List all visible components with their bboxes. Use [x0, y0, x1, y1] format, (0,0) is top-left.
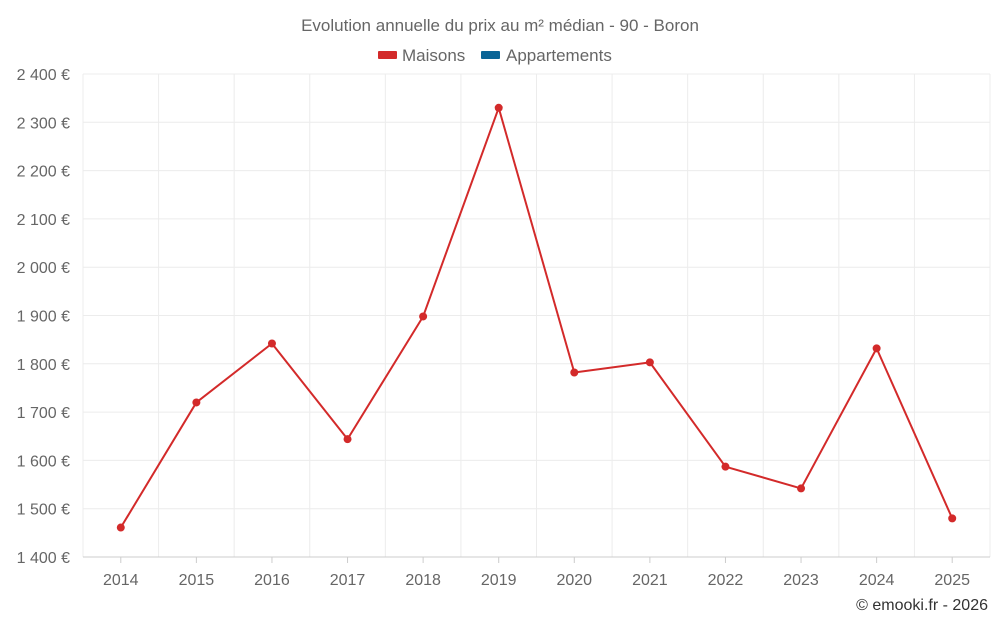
credit-text: © emooki.fr - 2026 — [856, 597, 988, 614]
chart-title: Evolution annuelle du prix au m² médian … — [301, 16, 699, 35]
y-tick-label: 1 800 € — [17, 357, 70, 374]
x-axis: 2014 2015 2016 2017 2018 2019 2020 2021 2022 2023… — [83, 556, 990, 589]
series-maisons — [116, 103, 957, 532]
y-tick-label: 1 700 € — [17, 405, 70, 422]
x-tick-label: 2023 — [783, 572, 819, 589]
x-tick-label: 2022 — [708, 572, 744, 589]
legend-label-maisons: Maisons — [402, 46, 465, 65]
legend-item-appartements[interactable]: Appartements — [481, 46, 612, 65]
data-point[interactable] — [797, 484, 806, 493]
data-point[interactable] — [419, 312, 428, 321]
legend[interactable]: Maisons Appartements — [378, 46, 612, 65]
x-tick-label: 2015 — [179, 572, 215, 589]
legend-swatch-maisons — [378, 51, 397, 59]
x-tick-label: 2024 — [859, 572, 895, 589]
x-tick-label: 2017 — [330, 572, 366, 589]
y-axis: 1 400 € 1 500 € 1 600 € 1 700 € 1 800 € 1 900… — [17, 67, 70, 567]
x-tick-label: 2025 — [934, 572, 970, 589]
x-tick-label: 2021 — [632, 572, 668, 589]
data-point[interactable] — [267, 339, 276, 348]
legend-swatch-appartements — [481, 51, 500, 59]
series-line-maisons — [119, 106, 954, 529]
x-tick-label: 2016 — [254, 572, 290, 589]
legend-label-appartements: Appartements — [506, 46, 612, 65]
data-point[interactable] — [872, 344, 881, 353]
y-tick-label: 1 600 € — [17, 453, 70, 470]
data-point[interactable] — [948, 514, 957, 523]
data-point[interactable] — [494, 103, 503, 112]
y-tick-label: 1 900 € — [17, 309, 70, 326]
x-tick-label: 2018 — [405, 572, 441, 589]
y-tick-label: 1 400 € — [17, 550, 70, 567]
y-tick-label: 2 400 € — [17, 67, 70, 84]
x-tick-label: 2014 — [103, 572, 139, 589]
data-point[interactable] — [645, 358, 654, 367]
x-tick-label: 2019 — [481, 572, 517, 589]
y-tick-label: 2 100 € — [17, 212, 70, 229]
legend-item-maisons[interactable]: Maisons — [378, 46, 465, 65]
x-tick-label: 2020 — [556, 572, 592, 589]
data-point[interactable] — [570, 368, 579, 377]
y-tick-label: 1 500 € — [17, 502, 70, 519]
data-point[interactable] — [721, 462, 730, 471]
data-point[interactable] — [116, 523, 125, 532]
gridlines — [82, 73, 991, 558]
data-point[interactable] — [343, 435, 352, 444]
y-tick-label: 2 300 € — [17, 115, 70, 132]
data-point[interactable] — [192, 398, 201, 407]
y-tick-label: 2 200 € — [17, 164, 70, 181]
y-tick-label: 2 000 € — [17, 260, 70, 277]
